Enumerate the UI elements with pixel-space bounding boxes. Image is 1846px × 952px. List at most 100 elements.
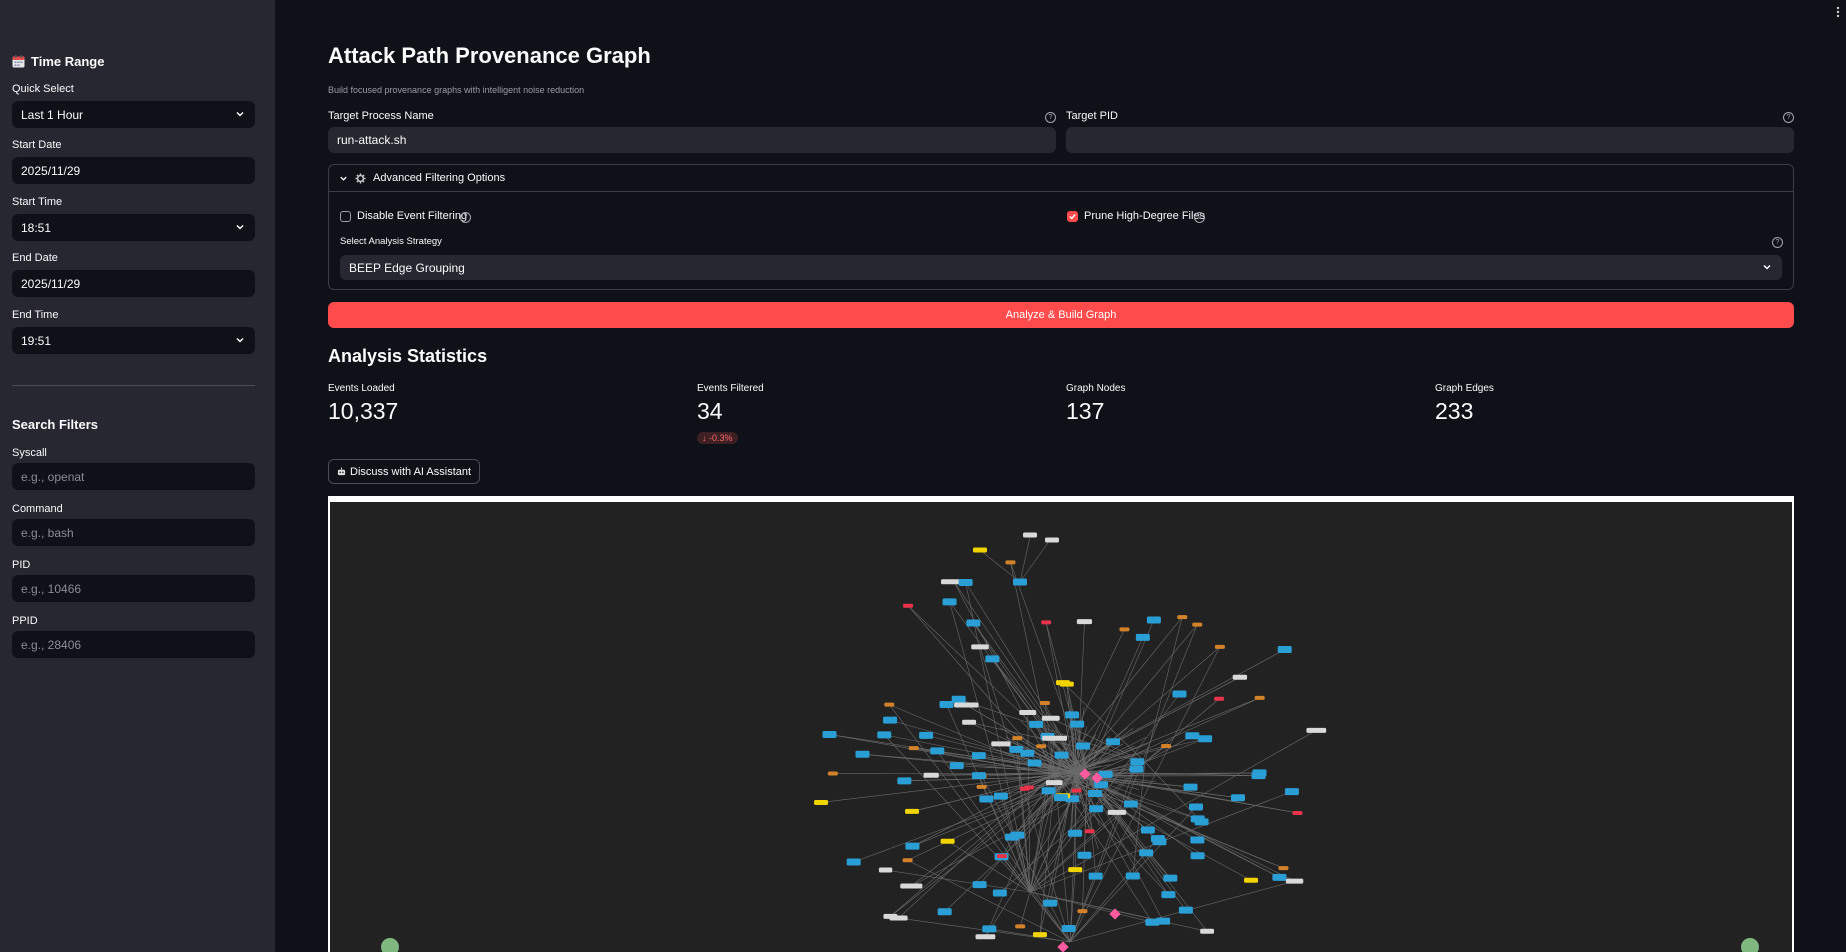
help-circle-icon[interactable]: ? bbox=[1045, 112, 1056, 123]
process-node[interactable] bbox=[1178, 906, 1193, 914]
target-node[interactable] bbox=[1109, 908, 1121, 920]
file-node[interactable] bbox=[1119, 627, 1130, 632]
command-input[interactable]: e.g., bash bbox=[12, 519, 255, 546]
other-node[interactable] bbox=[1107, 809, 1127, 815]
socket-node[interactable] bbox=[1244, 877, 1259, 883]
process-node[interactable] bbox=[1145, 918, 1160, 926]
file-node[interactable] bbox=[1254, 695, 1265, 700]
other-node[interactable] bbox=[962, 719, 977, 725]
process-node[interactable] bbox=[1150, 835, 1165, 843]
other-node[interactable] bbox=[1200, 928, 1215, 934]
process-node[interactable] bbox=[1053, 794, 1068, 802]
process-node[interactable] bbox=[1070, 720, 1085, 728]
process-node[interactable] bbox=[1183, 783, 1198, 791]
process-node[interactable] bbox=[1284, 788, 1299, 796]
process-node[interactable] bbox=[1272, 873, 1287, 881]
provenance-graph[interactable] bbox=[330, 502, 1792, 952]
process-node[interactable] bbox=[971, 772, 986, 780]
help-circle-icon[interactable]: ? bbox=[1194, 212, 1205, 223]
process-node[interactable] bbox=[993, 792, 1008, 800]
file-node[interactable] bbox=[908, 746, 919, 751]
process-node[interactable] bbox=[1061, 924, 1076, 932]
process-node[interactable] bbox=[1139, 849, 1154, 857]
other-node[interactable] bbox=[889, 915, 908, 921]
process-node[interactable] bbox=[1146, 616, 1161, 624]
process-node[interactable] bbox=[1065, 711, 1080, 719]
file-node[interactable] bbox=[1278, 866, 1289, 871]
process-node[interactable] bbox=[939, 701, 954, 709]
file-node[interactable] bbox=[1036, 744, 1047, 749]
process-node[interactable] bbox=[883, 716, 898, 724]
process-node[interactable] bbox=[1135, 633, 1150, 641]
ai-assistant-button[interactable]: Discuss with AI Assistant bbox=[328, 459, 481, 484]
socket-node[interactable] bbox=[940, 838, 955, 844]
socket-node[interactable] bbox=[1032, 932, 1047, 938]
file-node[interactable] bbox=[1161, 743, 1172, 748]
syscall-input[interactable]: e.g., openat bbox=[12, 463, 255, 490]
other-node[interactable] bbox=[1023, 532, 1037, 538]
process-node[interactable] bbox=[937, 908, 952, 916]
process-node[interactable] bbox=[942, 598, 957, 606]
start-date-input[interactable]: 2025/11/29 bbox=[12, 157, 255, 184]
help-circle-icon[interactable]: ? bbox=[460, 212, 471, 223]
process-node[interactable] bbox=[951, 695, 966, 703]
other-node[interactable] bbox=[975, 934, 996, 940]
process-node[interactable] bbox=[966, 619, 981, 627]
alert-node[interactable] bbox=[1041, 620, 1052, 625]
process-node[interactable] bbox=[1123, 800, 1138, 808]
process-node[interactable] bbox=[1230, 794, 1245, 802]
prune-files-checkbox[interactable] bbox=[1067, 211, 1078, 222]
process-node[interactable] bbox=[971, 752, 986, 760]
file-node[interactable] bbox=[1015, 924, 1026, 929]
other-node[interactable] bbox=[1306, 727, 1327, 733]
target-pid-input[interactable] bbox=[1066, 127, 1794, 153]
process-node[interactable] bbox=[905, 842, 920, 850]
process-node[interactable] bbox=[1251, 772, 1266, 780]
start-time-dropdown[interactable]: 18:51 bbox=[12, 214, 255, 241]
process-node[interactable] bbox=[1161, 891, 1176, 899]
process-node[interactable] bbox=[1190, 852, 1205, 860]
process-node[interactable] bbox=[1088, 789, 1103, 797]
process-node[interactable] bbox=[1188, 803, 1203, 811]
process-node[interactable] bbox=[822, 730, 837, 738]
alert-node[interactable] bbox=[1214, 696, 1225, 701]
file-node[interactable] bbox=[1214, 644, 1225, 649]
socket-node[interactable] bbox=[1055, 680, 1070, 686]
target-node[interactable] bbox=[1091, 772, 1103, 784]
process-node[interactable] bbox=[1041, 787, 1056, 795]
ppid-input[interactable]: e.g., 28406 bbox=[12, 631, 255, 658]
other-node[interactable] bbox=[923, 772, 939, 778]
process-node[interactable] bbox=[985, 655, 1000, 663]
process-node[interactable] bbox=[958, 579, 973, 587]
provenance-graph-canvas[interactable] bbox=[330, 502, 1792, 952]
process-node[interactable] bbox=[855, 750, 870, 758]
end-date-input[interactable]: 2025/11/29 bbox=[12, 270, 255, 297]
file-node[interactable] bbox=[902, 858, 913, 863]
other-node[interactable] bbox=[900, 883, 923, 889]
other-node[interactable] bbox=[1285, 878, 1304, 884]
process-node[interactable] bbox=[992, 889, 1007, 897]
other-node[interactable] bbox=[971, 644, 989, 650]
strategy-dropdown[interactable]: BEEP Edge Grouping bbox=[340, 255, 1782, 280]
alert-node[interactable] bbox=[996, 854, 1007, 859]
alert-node[interactable] bbox=[1292, 811, 1303, 816]
file-node[interactable] bbox=[884, 702, 895, 707]
file-node[interactable] bbox=[1005, 560, 1016, 565]
graph-navigation-control-icon[interactable] bbox=[1741, 938, 1759, 952]
process-node[interactable] bbox=[979, 795, 994, 803]
alert-node[interactable] bbox=[903, 603, 914, 608]
file-node[interactable] bbox=[1012, 736, 1023, 741]
end-time-dropdown[interactable]: 19:51 bbox=[12, 327, 255, 354]
process-node[interactable] bbox=[846, 858, 861, 866]
process-node[interactable] bbox=[1076, 742, 1091, 750]
file-node[interactable] bbox=[976, 784, 987, 789]
process-node[interactable] bbox=[1130, 758, 1145, 766]
process-node[interactable] bbox=[1077, 851, 1092, 859]
process-node[interactable] bbox=[1027, 759, 1042, 767]
process-node[interactable] bbox=[1029, 720, 1044, 728]
disable-filtering-checkbox[interactable] bbox=[340, 211, 351, 222]
process-node[interactable] bbox=[1013, 578, 1027, 586]
process-node[interactable] bbox=[1054, 751, 1069, 759]
process-node[interactable] bbox=[1156, 917, 1171, 925]
process-node[interactable] bbox=[1172, 690, 1187, 698]
